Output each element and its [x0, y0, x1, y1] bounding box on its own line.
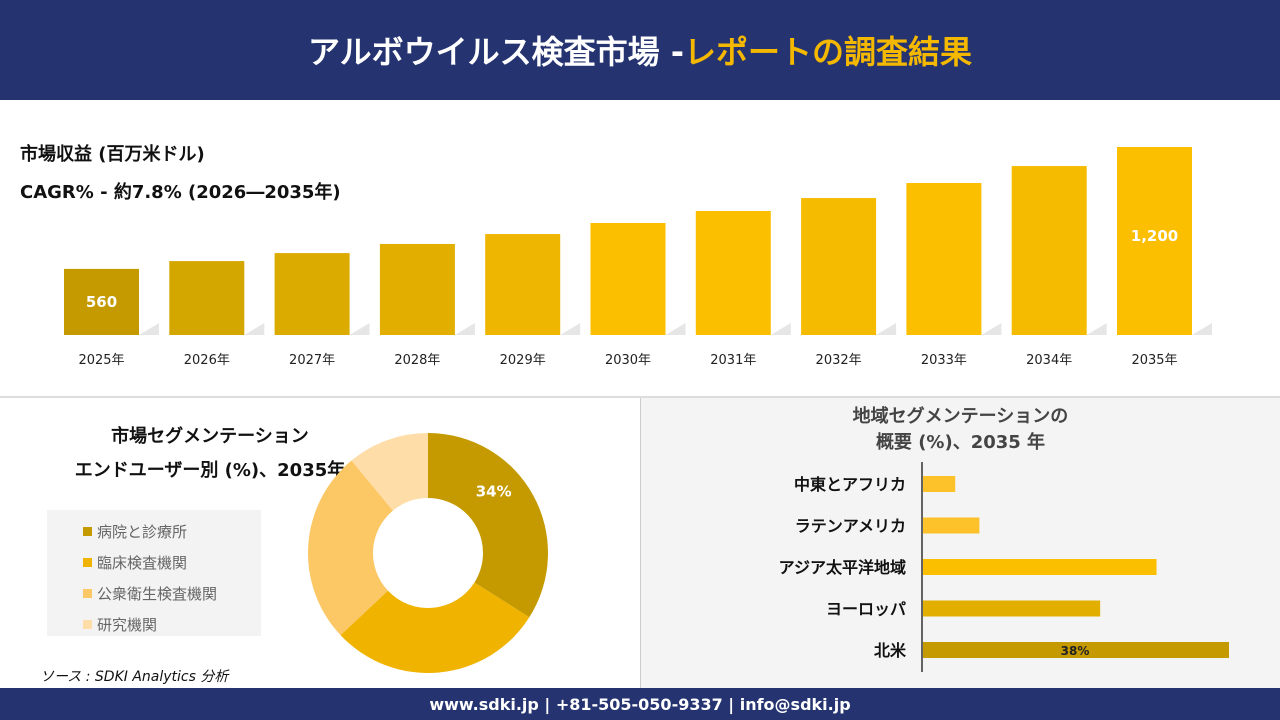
revenue-panel: 市場収益 (百万米ドル) CAGR% - 約7.8% (2026―2035年) … [0, 100, 1280, 396]
bar-shadow [454, 323, 475, 335]
bar-shadow [770, 323, 791, 335]
legend-item: 公衆衛生検査機関 [83, 578, 261, 609]
region-bar [923, 642, 1229, 658]
header: アルボウイルス検査市場 - レポートの調査結果 [0, 0, 1280, 100]
data-label: 38% [1061, 644, 1090, 658]
x-tick-label: 2028年 [394, 353, 440, 368]
x-tick-label: 2026年 [184, 353, 230, 368]
x-tick-label: 2032年 [816, 353, 862, 368]
revenue-bar [801, 198, 877, 335]
x-tick-label: 2029年 [500, 353, 546, 368]
bar-shadow [560, 323, 581, 335]
footer-contact: www.sdki.jp | +81-505-050-9337 | info@sd… [0, 688, 1280, 720]
region-title-line1: 地域セグメンテーションの [852, 406, 1069, 427]
bar-shadow [244, 323, 265, 335]
bar-shadow [981, 323, 1002, 335]
donut-slice [340, 582, 530, 673]
title-main: アルボウイルス検査市場 - [307, 33, 685, 71]
x-tick-label: 2025年 [78, 353, 124, 368]
legend-swatch [83, 589, 92, 598]
x-tick-label: 2033年 [921, 353, 967, 368]
region-panel: 地域セグメンテーションの 概要 (%)、2035 年 中東とアフリカ ラテンアメリカ… [641, 398, 1280, 688]
region-bar [923, 517, 980, 534]
legend-item: 研究機関 [83, 609, 261, 640]
revenue-bar [169, 261, 245, 335]
segment-title: 市場セグメンテーションエンドユーザー別 (%)、2035年 [40, 420, 380, 488]
revenue-bar [695, 211, 771, 335]
category-label: ヨーロッパ [826, 600, 906, 619]
divider-vertical [640, 398, 641, 688]
segment-legend: 病院と診療所 臨床検査機関公衆衛生検査機関 研究機関 [47, 510, 261, 636]
donut-slice [428, 433, 548, 618]
divider [0, 396, 1280, 398]
category-label: 中東とアフリカ [794, 475, 906, 494]
category-label: ラテンアメリカ [795, 517, 906, 536]
bar-shadow [1086, 323, 1107, 335]
source-note: ソース : SDKI Analytics 分析 [40, 669, 229, 685]
revenue-bar [379, 243, 455, 335]
slice-label: 34% [476, 482, 512, 500]
donut-slice [351, 433, 428, 511]
revenue-bar [1011, 166, 1087, 335]
bar-shadow [665, 323, 686, 335]
segment-title-line2: エンドユーザー別 (%)、2035年 [74, 460, 346, 481]
category-label: アジア太平洋地域 [779, 558, 906, 577]
revenue-bar [274, 253, 350, 335]
legend-label: 研究機関 [97, 616, 158, 634]
revenue-bar [906, 183, 982, 335]
x-tick-label: 2035年 [1131, 353, 1177, 368]
revenue-bar [64, 268, 139, 335]
bar-shadow [876, 323, 897, 335]
region-title: 地域セグメンテーションの 概要 (%)、2035 年 [641, 404, 1280, 456]
data-label: 1,200 [1131, 227, 1178, 245]
segment-panel: 市場セグメンテーションエンドユーザー別 (%)、2035年 病院と診療所 臨床検査… [0, 398, 640, 688]
region-bar [923, 600, 1101, 617]
bar-shadow [139, 323, 159, 335]
legend-label: 公衆衛生検査機関 [97, 585, 218, 603]
legend-item: 臨床検査機関 [83, 547, 261, 578]
bar-shadow [349, 323, 370, 335]
x-tick-label: 2034年 [1026, 353, 1072, 368]
x-tick-label: 2031年 [710, 353, 756, 368]
title-highlight: レポートの調査結果 [684, 33, 973, 71]
revenue-bar [1117, 147, 1192, 335]
x-tick-label: 2030年 [605, 353, 651, 368]
region-bar [923, 559, 1157, 575]
data-label: 560 [86, 293, 117, 311]
revenue-label: 市場収益 (百万米ドル) [20, 144, 205, 165]
revenue-bar [590, 223, 666, 335]
legend-swatch [83, 620, 92, 629]
revenue-bar-chart: 2025年 560 2026年 2027年 2028年 2029年 2030年 2031年 20… [64, 147, 1212, 368]
legend-swatch [83, 527, 92, 536]
donut-slice [308, 460, 393, 636]
segment-title-line1: 市場セグメンテーション [111, 426, 309, 447]
segment-donut-chart: 34% [308, 433, 548, 673]
category-label: 北米 [874, 641, 907, 660]
legend-item: 病院と診療所 [83, 516, 261, 547]
legend-swatch [83, 558, 92, 567]
cagr-label: CAGR% - 約7.8% (2026―2035年) [20, 182, 341, 203]
legend-label: 病院と診療所 [97, 523, 188, 541]
revenue-bar [485, 234, 561, 335]
region-title-line2: 概要 (%)、2035 年 [875, 432, 1046, 453]
legend-label: 臨床検査機関 [97, 554, 188, 572]
region-bar [923, 476, 956, 492]
bar-shadow [1192, 323, 1212, 335]
x-tick-label: 2027年 [289, 353, 335, 368]
